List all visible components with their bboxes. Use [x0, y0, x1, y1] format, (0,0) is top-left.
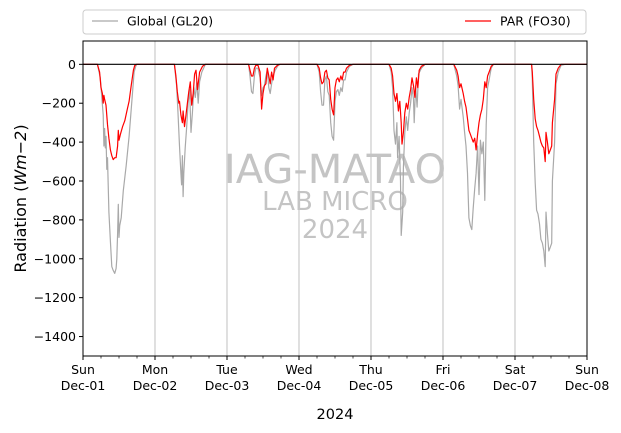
ytick-label: −1400: [34, 329, 76, 344]
ytick-label: −200: [42, 96, 76, 111]
xtick-label-day: Wed: [285, 362, 312, 377]
legend-label-global: Global (GL20): [127, 14, 213, 29]
xtick-label-date: Dec-06: [421, 378, 466, 393]
y-axis-ticks: 0 −200 −400 −600 −800 −1000 −1200 −1400: [34, 57, 83, 344]
xtick-label-date: Dec-03: [205, 378, 250, 393]
xtick-label-date: Dec-08: [565, 378, 610, 393]
xtick-label-day: Sat: [505, 362, 526, 377]
watermark: IAG-MATAO LAB MICRO 2024: [224, 147, 446, 245]
legend: Global (GL20) PAR (FO30): [82, 9, 587, 35]
x-axis-ticks: SunDec-01MonDec-02TueDec-03WedDec-04ThuD…: [61, 356, 610, 393]
xtick-label-date: Dec-07: [493, 378, 538, 393]
ytick-label: −400: [42, 135, 76, 150]
xtick-label-date: Dec-02: [133, 378, 178, 393]
x-axis-label: 2024: [317, 407, 354, 423]
watermark-line-2: LAB MICRO: [262, 187, 408, 217]
xtick-label-day: Sun: [71, 362, 95, 377]
ytick-label: −1000: [34, 251, 76, 266]
xtick-label-day: Sun: [575, 362, 599, 377]
legend-box: [82, 9, 587, 35]
watermark-line-3: 2024: [302, 215, 368, 245]
ytick-label: −600: [42, 174, 76, 189]
ytick-label: 0: [68, 57, 76, 72]
xtick-label-day: Thu: [358, 362, 382, 377]
xtick-label-day: Mon: [142, 362, 168, 377]
ytick-label: −1200: [34, 290, 76, 305]
watermark-line-1: IAG-MATAO: [224, 147, 446, 193]
plot-area: IAG-MATAO LAB MICRO 2024: [82, 40, 588, 357]
y-axis-label: Radiation (Wm−2): [11, 124, 30, 272]
xtick-label-day: Tue: [215, 362, 238, 377]
xtick-label-date: Dec-05: [349, 378, 394, 393]
ytick-label: −800: [42, 212, 76, 227]
legend-label-par: PAR (FO30): [500, 14, 571, 29]
xtick-label-date: Dec-04: [277, 378, 322, 393]
vertical-gridlines: [154, 41, 516, 356]
xtick-label-date: Dec-01: [61, 378, 106, 393]
xtick-label-day: Fri: [436, 362, 451, 377]
